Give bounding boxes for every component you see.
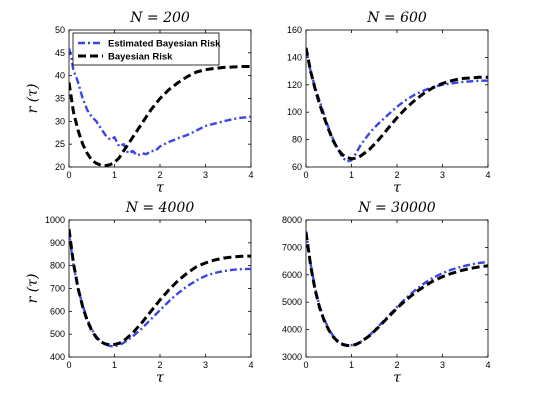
plot-area [305,219,489,358]
x-axis-label: τ [156,370,164,386]
y-tick-label: 3000 [282,352,302,362]
x-tick-label: 4 [248,360,253,370]
y-axis-label: r (τ) [25,274,41,304]
x-tick-label: 1 [112,360,117,370]
legend: Estimated Bayesian Risk Bayesian Risk [72,32,221,66]
x-tick-label: 4 [485,170,490,180]
y-axis-label: r (τ) [25,84,41,114]
x-tick-label: 3 [203,170,208,180]
y-tick-label: 20 [55,162,65,172]
x-tick-label: 2 [157,170,162,180]
y-tick-label: 1000 [45,215,65,225]
chart-title: N = 600 [366,10,427,26]
y-tick-label: 900 [50,238,65,248]
series-line-estimated-bayesian-risk [69,48,251,157]
y-tick-label: 160 [287,25,302,35]
y-tick-label: 30 [55,116,65,126]
x-tick-label: 0 [66,360,71,370]
x-axis-label: τ [393,370,401,386]
series-line-bayesian-risk [69,65,251,167]
series-line-bayesian-risk [69,228,251,347]
chart-panel-2: 0 1 2 3 4 60 80 100 120 140 160 N = 600 τ [287,10,491,196]
x-axis-label: τ [156,180,164,196]
y-tick-label: 50 [55,25,65,35]
x-tick-label: 0 [66,170,71,180]
legend-box [72,32,220,66]
y-tick-label: 100 [287,107,302,117]
series-line-bayesian-risk [306,232,488,347]
x-tick-label: 4 [248,170,253,180]
y-tick-label: 400 [50,352,65,362]
x-tick-label: 3 [440,170,445,180]
y-tick-label: 140 [287,52,302,62]
y-tick-label: 5000 [282,297,302,307]
series-line-bayesian-risk [306,47,488,161]
x-tick-label: 1 [112,170,117,180]
x-tick-label: 1 [349,360,354,370]
y-tick-label: 40 [55,71,65,81]
legend-label: Bayesian Risk [108,52,173,63]
y-tick-label: 7000 [282,242,302,252]
y-tick-label: 25 [55,139,65,149]
y-tick-label: 8000 [282,215,302,225]
x-tick-label: 3 [203,360,208,370]
x-tick-label: 4 [485,360,490,370]
y-tick-label: 6000 [282,270,302,280]
y-tick-label: 80 [292,135,302,145]
y-tick-label: 500 [50,329,65,339]
chart-title: N = 4000 [125,200,195,216]
chart-panel-3: 0 1 2 3 4 400 500 600 700 800 900 1000 N = 4000 τ r (τ… [25,200,254,386]
y-tick-label: 60 [292,162,302,172]
x-tick-label: 1 [349,170,354,180]
x-tick-label: 0 [303,170,308,180]
x-axis-label: τ [393,180,401,196]
y-tick-label: 35 [55,94,65,104]
y-tick-label: 800 [50,261,65,271]
y-tick-label: 4000 [282,325,302,335]
plot-area [68,219,252,358]
x-tick-label: 2 [394,170,399,180]
chart-title: N = 30000 [357,200,436,216]
chart-panel-1: 0 1 2 3 4 20 25 30 35 40 45 50 N = 200 τ r (τ) Estimate… [25,10,254,196]
chart-title: N = 200 [129,10,190,26]
x-tick-label: 0 [303,360,308,370]
legend-label: Estimated Bayesian Risk [108,39,221,50]
x-tick-label: 2 [157,360,162,370]
y-tick-label: 700 [50,284,65,294]
y-tick-label: 120 [287,80,302,90]
plot-area [305,29,489,168]
y-tick-label: 600 [50,306,65,316]
x-tick-label: 3 [440,360,445,370]
chart-panel-4: 0 1 2 3 4 3000 4000 5000 6000 7000 8000 N = 30000 τ [282,200,491,386]
y-tick-label: 45 [55,48,65,58]
x-tick-label: 2 [394,360,399,370]
